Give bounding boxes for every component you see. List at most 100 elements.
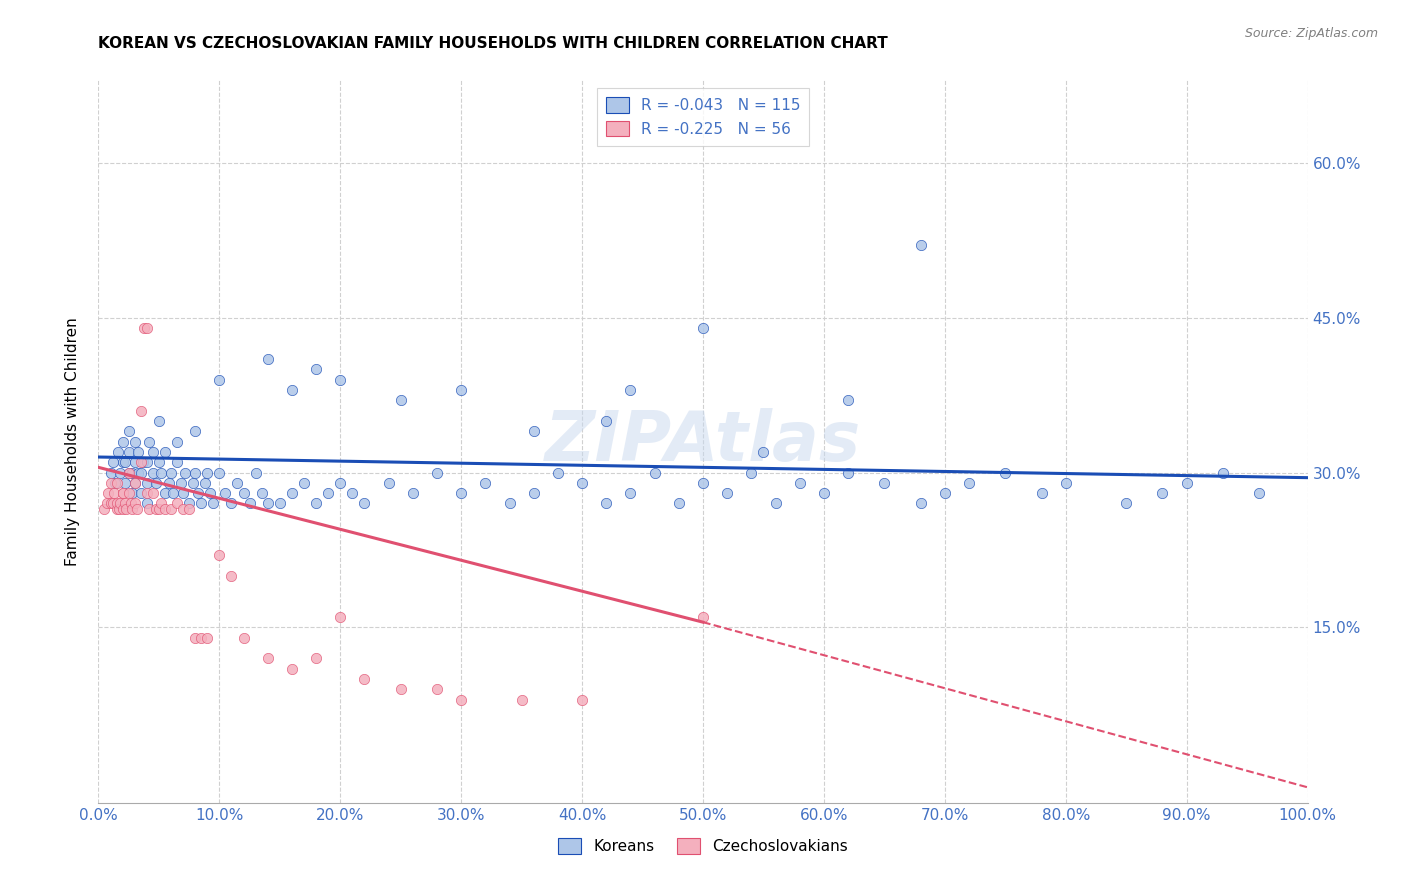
Point	[166, 455, 188, 469]
Point	[121, 501, 143, 516]
Point	[281, 486, 304, 500]
Point	[187, 486, 209, 500]
Point	[121, 466, 143, 480]
Point	[195, 466, 218, 480]
Point	[166, 496, 188, 510]
Point	[873, 475, 896, 490]
Point	[256, 496, 278, 510]
Point	[316, 486, 339, 500]
Point	[281, 383, 304, 397]
Point	[692, 475, 714, 490]
Point	[127, 466, 149, 480]
Point	[716, 486, 738, 500]
Point	[132, 455, 155, 469]
Point	[100, 466, 122, 480]
Point	[100, 496, 122, 510]
Point	[142, 486, 165, 500]
Point	[195, 631, 218, 645]
Point	[138, 501, 160, 516]
Point	[118, 466, 141, 480]
Point	[957, 475, 980, 490]
Point	[118, 424, 141, 438]
Point	[595, 414, 617, 428]
Point	[184, 631, 207, 645]
Point	[114, 455, 136, 469]
Point	[96, 496, 118, 510]
Point	[150, 496, 173, 510]
Point	[523, 486, 546, 500]
Point	[153, 445, 176, 459]
Point	[135, 455, 157, 469]
Point	[239, 496, 262, 510]
Y-axis label: Family Households with Children: Family Households with Children	[65, 318, 80, 566]
Point	[101, 455, 124, 469]
Point	[910, 238, 932, 252]
Point	[135, 475, 157, 490]
Point	[114, 475, 136, 490]
Point	[619, 383, 641, 397]
Point	[172, 486, 194, 500]
Point	[129, 455, 152, 469]
Point	[184, 424, 207, 438]
Point	[150, 466, 173, 480]
Point	[389, 682, 412, 697]
Point	[101, 496, 124, 510]
Point	[190, 631, 212, 645]
Point	[208, 373, 231, 387]
Text: Source: ZipAtlas.com: Source: ZipAtlas.com	[1244, 27, 1378, 40]
Point	[145, 501, 167, 516]
Point	[135, 321, 157, 335]
Point	[97, 486, 120, 500]
Point	[426, 682, 449, 697]
Point	[450, 692, 472, 706]
Text: KOREAN VS CZECHOSLOVAKIAN FAMILY HOUSEHOLDS WITH CHILDREN CORRELATION CHART: KOREAN VS CZECHOSLOVAKIAN FAMILY HOUSEHO…	[98, 36, 889, 51]
Point	[214, 486, 236, 500]
Point	[644, 466, 666, 480]
Point	[232, 486, 254, 500]
Point	[103, 486, 125, 500]
Point	[118, 445, 141, 459]
Point	[179, 496, 201, 510]
Point	[1054, 475, 1077, 490]
Point	[256, 651, 278, 665]
Point	[353, 496, 375, 510]
Point	[111, 486, 134, 500]
Point	[474, 475, 496, 490]
Point	[202, 496, 225, 510]
Point	[120, 496, 142, 510]
Point	[426, 466, 449, 480]
Point	[135, 486, 157, 500]
Point	[1249, 486, 1271, 500]
Point	[221, 496, 243, 510]
Point	[142, 445, 165, 459]
Point	[1152, 486, 1174, 500]
Point	[127, 445, 149, 459]
Legend: Koreans, Czechoslovakians: Koreans, Czechoslovakians	[551, 832, 855, 860]
Point	[571, 692, 593, 706]
Point	[994, 466, 1017, 480]
Point	[194, 475, 217, 490]
Point	[108, 501, 131, 516]
Point	[813, 486, 835, 500]
Point	[208, 466, 231, 480]
Point	[129, 403, 152, 417]
Point	[115, 501, 138, 516]
Point	[910, 496, 932, 510]
Point	[789, 475, 811, 490]
Point	[232, 631, 254, 645]
Point	[389, 393, 412, 408]
Point	[118, 466, 141, 480]
Point	[342, 486, 364, 500]
Point	[111, 434, 134, 449]
Point	[174, 466, 197, 480]
Point	[450, 486, 472, 500]
Point	[692, 321, 714, 335]
Point	[169, 475, 191, 490]
Point	[108, 466, 131, 480]
Point	[124, 434, 146, 449]
Point	[740, 466, 762, 480]
Point	[402, 486, 425, 500]
Point	[105, 501, 128, 516]
Point	[172, 501, 194, 516]
Point	[124, 475, 146, 490]
